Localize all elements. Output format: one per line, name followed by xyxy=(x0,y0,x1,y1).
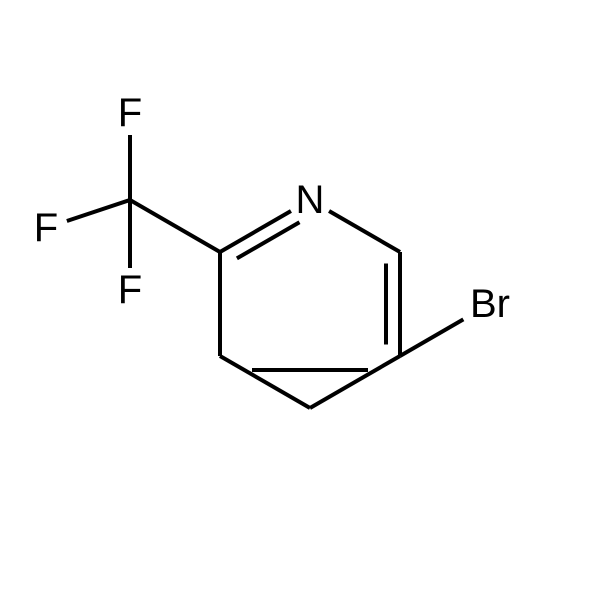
bond-C5-Br xyxy=(400,319,463,356)
atom-label-F2: F xyxy=(34,206,58,250)
atom-label-F1: F xyxy=(118,91,142,135)
bond-N1-C2-inner xyxy=(237,222,300,258)
bond-C4-C5 xyxy=(310,356,400,408)
bond-C7-F2 xyxy=(67,200,130,221)
molecule-canvas: N F F F Br xyxy=(0,0,600,600)
bond-C3-C4 xyxy=(220,356,310,408)
atom-label-N1: N xyxy=(296,178,325,222)
atom-label-F3: F xyxy=(118,268,142,312)
atom-label-Br: Br xyxy=(470,282,510,326)
bond-C2-C7 xyxy=(130,200,220,252)
bond-C6-N1 xyxy=(329,211,400,252)
